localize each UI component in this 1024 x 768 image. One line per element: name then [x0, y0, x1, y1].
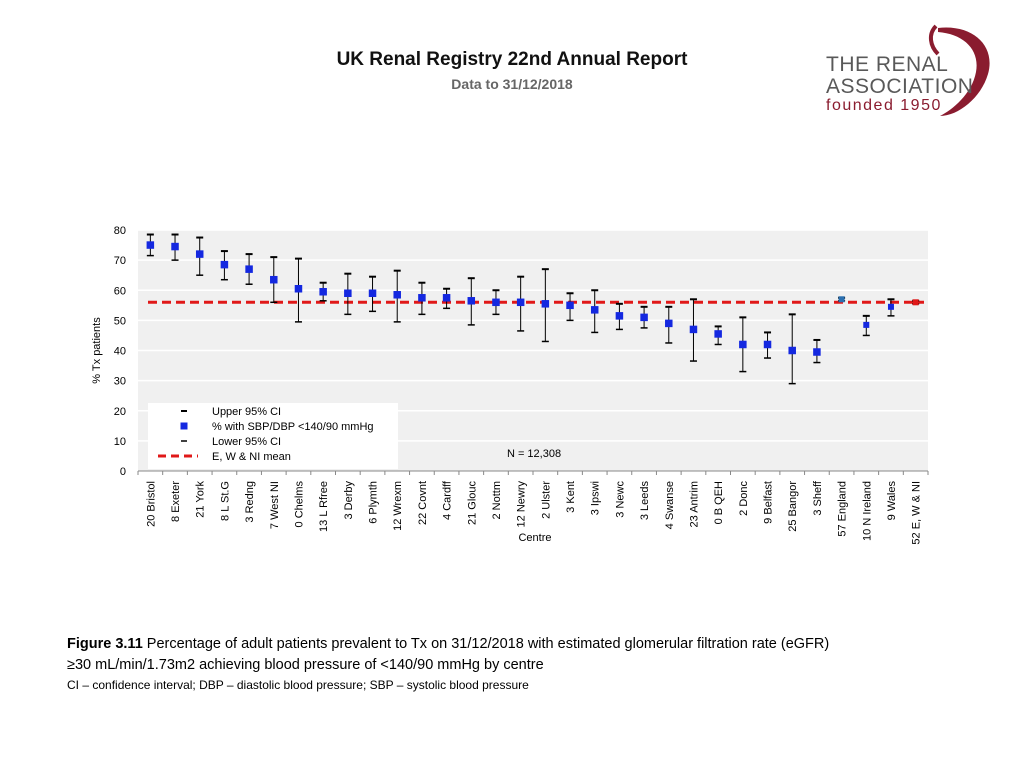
x-tick-label: 3 Sheff — [812, 480, 824, 516]
data-point — [541, 300, 550, 308]
y-tick-label: 80 — [114, 225, 126, 237]
y-tick-label: 60 — [114, 285, 126, 297]
x-tick-label: 3 Redng — [244, 481, 256, 523]
data-point — [344, 289, 352, 298]
x-tick-label: 2 Nottm — [491, 481, 503, 520]
logo-text-line2: ASSOCIATION — [826, 75, 974, 98]
logo-text-line3: founded 1950 — [826, 97, 942, 114]
caption-text-2: ≥30 mL/min/1.73m2 achieving blood pressu… — [67, 657, 544, 673]
x-tick-label: 3 Kent — [565, 481, 577, 513]
x-tick-label: 8 L St.G — [219, 481, 231, 521]
x-tick-label: 13 L Rfree — [318, 481, 330, 532]
data-point — [763, 340, 772, 349]
x-tick-label: 9 Wales — [886, 481, 898, 521]
x-tick-label: 4 Swanse — [664, 481, 676, 529]
data-point — [665, 319, 673, 328]
data-point — [270, 275, 278, 284]
x-tick-label: 0 Chelms — [293, 481, 305, 528]
x-tick-label: 20 Bristol — [145, 481, 157, 527]
data-point — [492, 298, 500, 307]
data-point — [442, 294, 451, 302]
data-point — [689, 325, 698, 334]
data-point — [171, 242, 179, 251]
y-tick-label: 30 — [114, 376, 126, 388]
legend-label: Upper 95% CI — [212, 406, 281, 418]
x-tick-label: 8 Exeter — [170, 481, 182, 522]
y-axis-label: % Tx patients — [91, 317, 103, 384]
x-tick-label: 21 Glouc — [466, 481, 478, 526]
legend-point-symbol — [180, 422, 188, 430]
data-point — [714, 330, 722, 338]
legend-label: E, W & NI mean — [212, 451, 291, 463]
x-tick-label: 2 Donc — [738, 481, 750, 516]
x-tick-label: 12 Wrexm — [392, 481, 404, 531]
data-point — [813, 348, 821, 356]
x-tick-label: 10 N Ireland — [861, 481, 873, 541]
data-point — [195, 250, 204, 258]
data-point — [788, 346, 796, 355]
caption-note: CI – confidence interval; DBP – diastoli… — [67, 678, 529, 692]
data-point — [368, 289, 377, 298]
figure-caption: Figure 3.11 Percentage of adult patients… — [67, 634, 967, 694]
data-point — [146, 241, 155, 249]
y-tick-label: 10 — [114, 436, 126, 448]
renal-association-logo: THE RENAL ASSOCIATION founded 1950 — [822, 24, 994, 120]
report-header: UK Renal Registry 22nd Annual Report Dat… — [0, 48, 1024, 92]
data-point — [590, 306, 599, 314]
data-point — [640, 313, 648, 322]
y-tick-label: 50 — [114, 315, 126, 327]
data-point — [516, 298, 525, 307]
x-tick-label: 52 E, W & NI — [911, 481, 923, 545]
legend-box — [148, 403, 398, 469]
logo-text-line1: THE RENAL — [826, 53, 949, 76]
y-tick-label: 40 — [114, 346, 126, 358]
caption-text: Percentage of adult patients prevalent t… — [146, 636, 830, 652]
data-point — [912, 299, 919, 306]
data-point — [739, 340, 747, 349]
x-tick-label: 3 Newc — [614, 481, 626, 518]
legend-label: Lower 95% CI — [212, 436, 281, 448]
data-point — [615, 312, 624, 320]
n-label: N = 12,308 — [507, 448, 561, 460]
data-point — [393, 291, 401, 299]
data-point — [418, 294, 426, 302]
data-point — [294, 284, 303, 293]
y-tick-label: 0 — [120, 466, 126, 478]
data-point — [566, 301, 574, 310]
swoosh-icon — [929, 24, 990, 116]
x-tick-label: 6 Plymth — [368, 481, 380, 524]
report-title: UK Renal Registry 22nd Annual Report — [336, 49, 688, 70]
data-point — [467, 297, 476, 305]
x-tick-label: 0 B QEH — [713, 481, 725, 524]
x-tick-label: 12 Newry — [516, 481, 528, 528]
y-tick-label: 20 — [114, 406, 126, 418]
centre-bp-chart: 0 10 20 30 40 50 60 70 80 % Tx patients Upper 95% … — [91, 225, 929, 545]
report-subtitle: Data to 31/12/2018 — [451, 76, 573, 92]
x-tick-label: 3 Leeds — [639, 481, 651, 521]
x-tick-label: 22 Covnt — [417, 481, 429, 525]
x-tick-label: 3 Ipswi — [590, 481, 602, 515]
data-point — [319, 288, 327, 296]
figure-label: Figure 3.11 — [67, 636, 143, 652]
x-tick-label: 3 Derby — [343, 481, 355, 520]
x-tick-label: 2 Ulster — [540, 481, 552, 519]
data-point — [245, 265, 253, 273]
x-tick-label: 25 Bangor — [787, 481, 799, 532]
x-tick-label: 9 Belfast — [763, 481, 775, 524]
legend-label: % with SBP/DBP <140/90 mmHg — [212, 421, 374, 433]
data-point — [887, 303, 894, 310]
x-axis-label: Centre — [518, 532, 551, 544]
x-tick-label: 23 Antrim — [688, 481, 700, 527]
x-tick-label: 21 York — [195, 481, 207, 518]
data-point — [863, 321, 870, 328]
data-point — [838, 296, 845, 303]
data-point — [220, 260, 229, 269]
x-tick-label: 7 West NI — [269, 481, 281, 529]
x-tick-label: 4 Cardff — [442, 480, 454, 520]
y-tick-label: 70 — [114, 255, 126, 267]
x-tick-label: 57 England — [837, 481, 849, 537]
